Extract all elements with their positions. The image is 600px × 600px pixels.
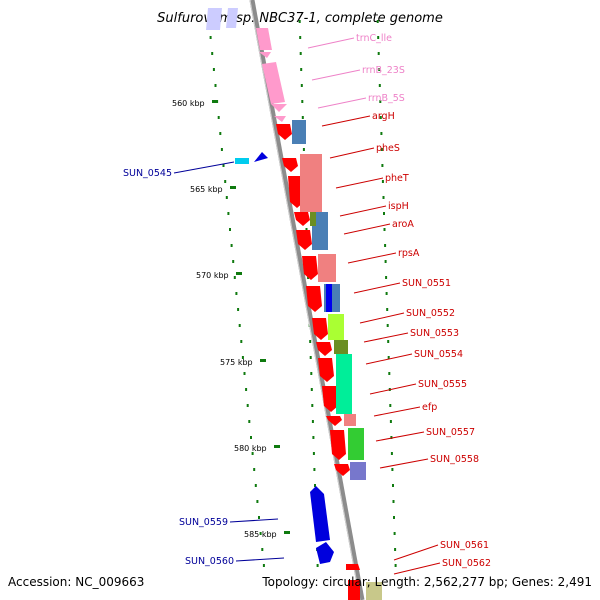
rrnB-23S-feature <box>262 62 285 104</box>
map-title: Sulfurovum sp. NBC37-1, complete genome <box>157 11 443 26</box>
forward-gene-arrow-7 <box>312 318 328 340</box>
reverse-features <box>235 152 334 564</box>
forward-gene-arrow-8 <box>316 342 332 356</box>
scale-label: 570 kbp <box>196 271 229 280</box>
feature-label: SUN_0545 <box>123 168 172 179</box>
forward-features <box>276 124 350 476</box>
leader-line <box>229 518 279 523</box>
forward-gene-arrow-6 <box>306 286 322 312</box>
leader-line <box>379 458 429 469</box>
leader-line <box>393 562 441 575</box>
leader-line <box>335 177 384 189</box>
feature-labels: trnC_lle rrnB_23S rrnB_5S argH SUN_0545 pheS p… <box>123 33 491 575</box>
category-box-5 <box>318 254 336 282</box>
scale-label: 560 kbp <box>172 99 205 108</box>
leader-line <box>173 161 235 174</box>
scale-label: 575 kbp <box>220 358 253 367</box>
leader-line <box>235 557 285 562</box>
leader-line <box>307 37 355 49</box>
scale-labels: 560 kbp 565 kbp 570 kbp 575 kbp 580 kbp 585 k… <box>172 99 290 539</box>
scale-label: 585 kbp <box>244 530 277 539</box>
forward-gene-arrow-12 <box>330 430 346 460</box>
SUN-0559-feature <box>310 486 330 542</box>
feature-label: rrnB_23S <box>362 65 405 76</box>
category-box-13 <box>350 462 366 480</box>
feature-label: SUN_0559 <box>179 517 228 528</box>
category-box-8 <box>328 314 344 340</box>
category-box-4 <box>312 226 328 250</box>
category-box-11 <box>344 414 356 426</box>
forward-gene-arrow-3 <box>294 212 310 226</box>
leader-line <box>359 312 405 324</box>
feature-label: SUN_0551 <box>402 278 451 289</box>
leader-line <box>375 431 425 442</box>
genome-backbone-highlight <box>249 0 361 600</box>
feature-label: SUN_0553 <box>410 328 459 339</box>
leader-line <box>363 332 409 343</box>
feature-label: aroA <box>392 219 414 230</box>
forward-gene-arrow-13 <box>334 464 350 476</box>
SUN-0545-feature <box>235 158 249 164</box>
category-box-0 <box>292 120 306 144</box>
leader-line <box>365 353 413 365</box>
leader-line <box>353 282 401 294</box>
SUN-0560-feature <box>316 542 334 564</box>
feature-label: rrnB_5S <box>368 93 405 104</box>
leader-line <box>347 252 397 264</box>
scale-label: 580 kbp <box>234 444 267 453</box>
feature-label: trnC_lle <box>356 33 392 44</box>
leader-line <box>329 147 375 159</box>
topology-text: Topology: circular; Length: 2,562,277 bp… <box>261 575 592 589</box>
feature-label: pheT <box>385 173 409 184</box>
forward-gene-arrow-4 <box>296 230 312 250</box>
category-box-10 <box>336 354 352 414</box>
leader-line <box>317 97 367 109</box>
feature-label: efp <box>422 402 437 413</box>
category-box-9 <box>334 340 348 354</box>
leader-line <box>373 406 421 417</box>
category-box-1 <box>300 154 322 212</box>
leader-line <box>339 205 387 217</box>
feature-label: SUN_0561 <box>440 540 489 551</box>
forward-gene-arrow-1 <box>282 158 298 172</box>
feature-label: SUN_0552 <box>406 308 455 319</box>
feature-label: SUN_0560 <box>185 556 234 567</box>
forward-features-bottom <box>346 564 382 600</box>
leader-line <box>343 223 391 235</box>
reverse-features-top <box>206 8 238 30</box>
feature-label: SUN_0562 <box>442 558 491 569</box>
leader-line <box>369 383 417 395</box>
leader-line <box>321 115 371 127</box>
feature-label: argH <box>372 111 395 122</box>
leader-line <box>311 69 361 81</box>
accession-text: Accession: NC_009663 <box>8 575 144 589</box>
category-box-2 <box>310 212 318 226</box>
forward-gene-arrow-10 <box>322 386 338 412</box>
category-features <box>292 120 366 480</box>
trnC-feature <box>256 28 272 50</box>
feature-label: pheS <box>376 143 400 154</box>
forward-gene-arrow-9 <box>318 358 334 382</box>
feature-label: SUN_0557 <box>426 427 475 438</box>
feature-label: SUN_0555 <box>418 379 467 390</box>
feature-label: ispH <box>388 201 409 212</box>
rna-features <box>256 28 287 122</box>
forward-gene-arrow-5 <box>302 256 318 280</box>
category-box-3 <box>316 212 328 226</box>
category-box-12 <box>348 428 364 460</box>
category-box-7 <box>326 284 332 312</box>
leader-line <box>393 544 439 561</box>
feature-label: rpsA <box>398 248 420 259</box>
forward-gene-arrow-11 <box>326 416 342 426</box>
scale-label: 565 kbp <box>190 185 223 194</box>
forward-gene-arrow-0 <box>276 124 292 140</box>
feature-label: SUN_0554 <box>414 349 463 360</box>
feature-label: SUN_0558 <box>430 454 479 465</box>
